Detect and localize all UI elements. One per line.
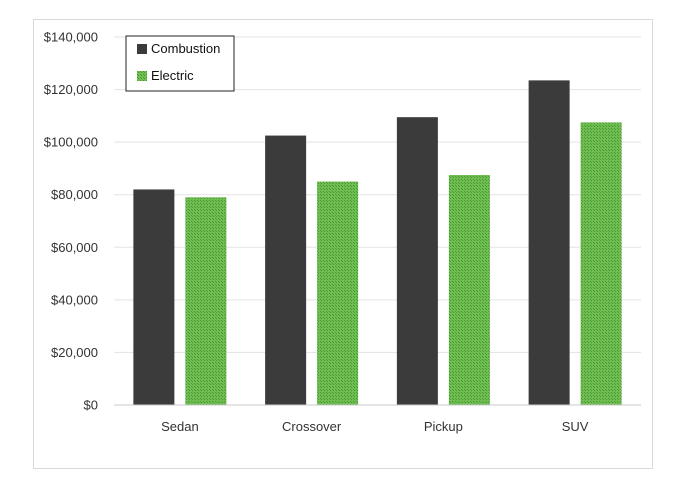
- legend-swatch-combustion: [137, 44, 147, 54]
- y-tick-label: $120,000: [44, 82, 98, 97]
- x-tick-label: Crossover: [282, 419, 342, 434]
- y-tick-label: $0: [84, 398, 98, 413]
- x-tick-label: Sedan: [161, 419, 199, 434]
- y-tick-label: $80,000: [51, 187, 98, 202]
- y-tick-label: $40,000: [51, 292, 98, 307]
- bar-combustion-crossover: [265, 135, 307, 406]
- y-tick-label: $20,000: [51, 345, 98, 360]
- y-axis: $0 $20,000 $40,000 $60,000 $80,000 $100,000 $1…: [44, 30, 98, 413]
- legend-swatch-electric: [137, 71, 147, 81]
- x-tick-label: SUV: [562, 419, 589, 434]
- bar-combustion-pickup: [396, 117, 438, 406]
- y-tick-label: $140,000: [44, 30, 98, 45]
- bar-combustion-suv: [528, 80, 570, 405]
- bar-electric-pickup: [448, 175, 490, 405]
- legend: Combustion Electric: [125, 35, 235, 92]
- x-tick-label: Pickup: [424, 419, 463, 434]
- bar-combustion-sedan: [133, 189, 175, 405]
- bar-electric-sedan: [185, 197, 227, 405]
- bars: [133, 80, 622, 406]
- y-tick-label: $60,000: [51, 240, 98, 255]
- bar-electric-suv: [580, 122, 622, 405]
- bar-electric-crossover: [317, 181, 359, 405]
- legend-label-electric: Electric: [151, 68, 194, 83]
- y-tick-label: $100,000: [44, 135, 98, 150]
- legend-label-combustion: Combustion: [151, 41, 220, 56]
- x-axis: Sedan Crossover Pickup SUV: [161, 419, 589, 434]
